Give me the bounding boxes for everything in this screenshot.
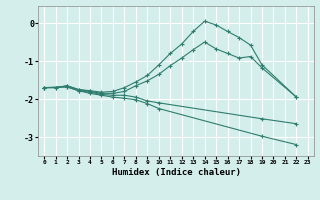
X-axis label: Humidex (Indice chaleur): Humidex (Indice chaleur) [111,168,241,177]
